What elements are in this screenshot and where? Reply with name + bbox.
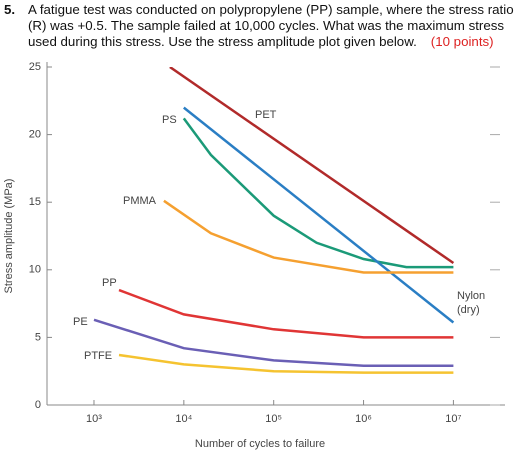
y-tick-label: 0 — [35, 399, 41, 411]
series-label: PET — [255, 109, 277, 121]
series-line — [118, 353, 454, 374]
question-number: 5. — [4, 2, 16, 17]
x-tick-label: 10³ — [86, 413, 102, 425]
x-tick-label: 10⁷ — [445, 413, 461, 425]
x-tick-label: 10⁵ — [265, 413, 282, 425]
y-tick-label: 25 — [29, 61, 41, 73]
y-tick-label: 10 — [29, 264, 41, 276]
series-label: PE — [73, 316, 88, 328]
series-line — [169, 67, 455, 265]
series-line — [93, 318, 454, 368]
series-label: PMMA — [123, 195, 156, 207]
series-label: PP — [102, 277, 117, 289]
series-label: PS — [162, 114, 177, 126]
y-tick-label: 5 — [35, 331, 41, 343]
question: 5. A fatigue test was conducted on polyp… — [4, 2, 516, 50]
series-line — [183, 106, 455, 324]
question-points: (10 points) — [430, 34, 494, 49]
series-line — [182, 117, 454, 269]
question-body: A fatigue test was conducted on polyprop… — [28, 2, 516, 50]
series-label: PTFE — [84, 350, 113, 362]
series-line — [118, 288, 454, 339]
series-label: Nylon (dry) — [457, 290, 486, 316]
y-tick-label: 15 — [29, 196, 41, 208]
plot-lines — [93, 67, 455, 374]
question-text: A fatigue test was conducted on polyprop… — [28, 2, 514, 49]
y-axis-label: Stress amplitude (MPa) — [3, 179, 15, 294]
x-tick-label: 10⁶ — [355, 413, 372, 425]
series-line — [163, 199, 454, 274]
x-tick-label: 10⁴ — [175, 413, 192, 425]
x-axis-label: Number of cycles to failure — [195, 438, 325, 450]
y-tick-label: 20 — [29, 129, 41, 141]
